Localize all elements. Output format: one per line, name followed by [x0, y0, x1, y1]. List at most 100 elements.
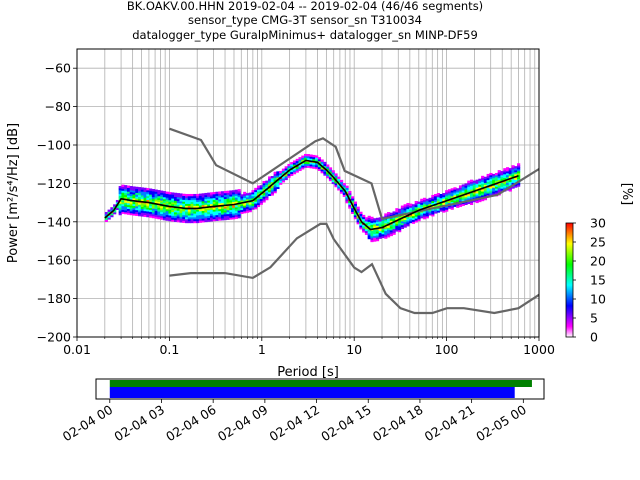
heatmap-cell — [434, 209, 438, 212]
heatmap-cell — [348, 192, 352, 196]
heatmap-cell — [304, 153, 308, 157]
coverage-tick-label: 02-04 18 — [370, 402, 426, 445]
heatmap-cell — [135, 204, 139, 207]
heatmap-cell — [201, 204, 205, 208]
heatmap-cell — [309, 164, 313, 167]
heatmap-cell — [176, 194, 180, 198]
heatmap-cell — [107, 211, 111, 214]
heatmap-cell — [500, 186, 504, 189]
heatmap-cell — [182, 193, 186, 197]
heatmap-cell — [215, 203, 219, 206]
heatmap-cell — [234, 189, 239, 192]
heatmap-cell — [373, 222, 377, 225]
heatmap-cell — [351, 200, 355, 203]
heatmap-cell — [359, 221, 363, 224]
heatmap-cell — [373, 229, 377, 233]
heatmap-cell — [229, 209, 233, 212]
heatmap-cell — [129, 189, 133, 193]
heatmap-cell — [392, 228, 396, 231]
heatmap-cell — [328, 171, 333, 174]
heatmap-cell — [458, 185, 463, 188]
heatmap-cell — [334, 183, 338, 186]
heatmap-cell — [198, 208, 203, 212]
heatmap-cell — [492, 187, 496, 190]
heatmap-cell — [447, 194, 452, 198]
heatmap-cell — [232, 207, 236, 210]
heatmap-cell — [138, 190, 142, 194]
heatmap-cell — [406, 220, 410, 223]
heatmap-cell — [378, 232, 382, 235]
heatmap-cell — [445, 201, 449, 204]
heatmap-cell — [254, 191, 258, 195]
heatmap-cell — [201, 193, 205, 196]
heatmap-cell — [461, 186, 465, 189]
heatmap-cell — [395, 208, 399, 211]
heatmap-cell — [237, 208, 241, 211]
heatmap-cell — [149, 215, 153, 218]
heatmap-cell — [500, 171, 504, 174]
heatmap-cell — [115, 199, 120, 203]
heatmap-cell — [149, 192, 153, 195]
heatmap-cell — [464, 202, 468, 205]
heatmap-cell — [140, 187, 144, 190]
heatmap-cell — [337, 186, 341, 189]
heatmap-cell — [492, 189, 496, 192]
heatmap-cell — [334, 173, 338, 176]
heatmap-cell — [185, 193, 189, 197]
heatmap-cell — [434, 199, 438, 203]
heatmap-cell — [492, 173, 496, 177]
heatmap-cell — [494, 184, 499, 187]
heatmap-cell — [190, 205, 194, 208]
heatmap-cell — [281, 170, 286, 173]
heatmap-cell — [268, 182, 272, 185]
heatmap-cell — [118, 189, 122, 193]
heatmap-cell — [389, 218, 393, 221]
heatmap-cell — [135, 202, 139, 205]
heatmap-cell — [475, 187, 479, 190]
heatmap-cell — [497, 175, 501, 179]
coverage-bar-blue — [109, 387, 515, 398]
heatmap-cell — [226, 194, 230, 197]
heatmap-cell — [508, 168, 512, 171]
heatmap-cell — [511, 165, 515, 168]
heatmap-cell — [124, 204, 128, 207]
heatmap-cell — [497, 185, 501, 188]
heatmap-cell — [381, 228, 385, 231]
heatmap-cell — [367, 225, 371, 228]
heatmap-cell — [486, 173, 490, 177]
heatmap-cell — [124, 192, 128, 196]
heatmap-cell — [149, 198, 153, 201]
heatmap-cell — [378, 219, 382, 222]
y-tick-label: −180 — [37, 291, 71, 306]
heatmap-cell — [129, 195, 133, 198]
heatmap-cell — [323, 165, 327, 169]
heatmap-cell — [292, 171, 297, 175]
heatmap-cell — [190, 220, 194, 224]
heatmap-cell — [237, 191, 241, 194]
heatmap-cell — [138, 212, 142, 215]
heatmap-cell — [472, 199, 476, 203]
heatmap-cell — [270, 191, 274, 194]
heatmap-cell — [323, 161, 327, 165]
heatmap-cell — [121, 186, 125, 189]
heatmap-cell — [160, 217, 164, 220]
colorbar-tick-label: 25 — [590, 235, 606, 250]
heatmap-cell — [403, 219, 407, 222]
heatmap-cell — [149, 190, 153, 193]
heatmap-cell — [503, 185, 507, 188]
heatmap-cell — [359, 215, 363, 218]
mean-psd-line — [104, 159, 519, 231]
heatmap-cell — [489, 176, 493, 180]
heatmap-cell — [157, 197, 161, 201]
heatmap-cell — [315, 159, 319, 162]
heatmap-cell — [428, 203, 432, 206]
heatmap-cell — [254, 195, 258, 198]
heatmap-cell — [204, 212, 208, 215]
heatmap-cell — [176, 212, 180, 215]
heatmap-cell — [207, 194, 211, 197]
heatmap-cell — [138, 208, 142, 211]
heatmap-cell — [165, 195, 169, 198]
heatmap-cell — [472, 188, 476, 191]
heatmap-cell — [378, 223, 382, 226]
heatmap-cell — [149, 209, 153, 212]
